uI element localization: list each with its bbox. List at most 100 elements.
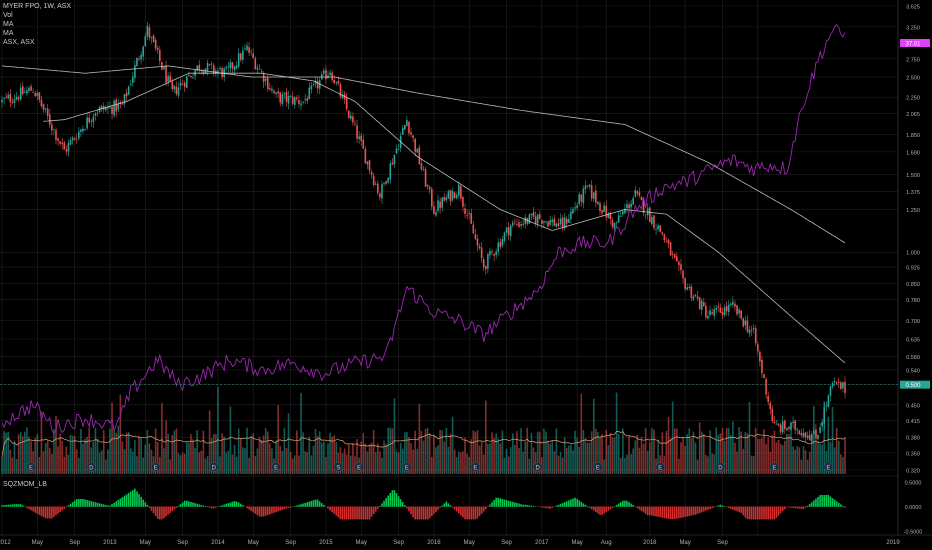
osc-bar <box>723 506 726 507</box>
osc-bar <box>256 506 259 516</box>
candle-body <box>698 297 701 309</box>
legend-title[interactable]: MYER FPO, 1W, ASX <box>3 3 72 10</box>
volume-bar <box>223 436 225 474</box>
osc-bar <box>528 505 531 507</box>
osc-bar <box>144 502 147 507</box>
osc-bar <box>790 506 792 508</box>
candle-body <box>599 203 601 211</box>
candle-body <box>171 81 174 90</box>
volume-bar <box>815 436 817 474</box>
osc-bar <box>293 506 296 507</box>
candle-body <box>264 78 267 81</box>
candle-body <box>352 116 354 123</box>
osc-bar <box>194 503 196 507</box>
candle-body <box>663 234 666 241</box>
candle-body <box>840 382 842 390</box>
compare-badge <box>900 39 930 47</box>
volume-bar <box>175 428 178 474</box>
candle-body <box>190 76 192 78</box>
legend-vol[interactable]: Vol <box>3 12 13 19</box>
osc-bar <box>102 504 105 507</box>
candle-body <box>212 65 215 73</box>
candle-body <box>169 75 171 82</box>
candle-body <box>565 218 568 224</box>
osc-bar <box>385 498 387 507</box>
osc-bar <box>489 504 491 507</box>
legend-ma-2[interactable]: MA <box>3 30 14 37</box>
osc-bar <box>688 506 691 517</box>
candle-body <box>825 405 828 407</box>
volume-bar <box>609 432 612 474</box>
osc-bar <box>561 503 564 507</box>
volume-bar <box>615 392 618 474</box>
osc-bar <box>308 501 311 507</box>
candle-body <box>547 221 549 227</box>
osc-bar <box>543 506 545 508</box>
moving-average-lines <box>1 65 846 364</box>
osc-bar <box>651 506 653 516</box>
legend-ma-1[interactable]: MA <box>3 21 14 28</box>
candle-body <box>806 435 809 439</box>
candle-body <box>152 35 155 42</box>
osc-bar <box>46 506 49 519</box>
osc-bar <box>495 497 497 507</box>
osc-bar <box>258 506 261 517</box>
candle-body <box>44 108 47 110</box>
osc-bar <box>433 506 435 514</box>
candle-body <box>337 80 340 84</box>
volume-bar <box>439 430 441 474</box>
osc-bar <box>690 506 693 516</box>
candle-body <box>414 138 416 152</box>
volume-bar <box>119 394 122 474</box>
volume-bar <box>480 441 483 474</box>
candle-body <box>661 232 664 235</box>
candle-body <box>642 199 645 214</box>
candle-body <box>657 225 659 230</box>
candle-body <box>570 211 572 219</box>
volume-bar <box>177 453 180 474</box>
osc-bar <box>568 500 570 507</box>
legend-compare[interactable]: ASX, ASX <box>3 39 35 46</box>
candle-body <box>364 148 367 164</box>
osc-bar <box>246 506 248 509</box>
volume-bar <box>395 451 398 474</box>
volume-bar <box>694 442 697 474</box>
volume-bar <box>813 406 815 474</box>
osc-bar <box>667 506 670 519</box>
volume-bar <box>115 432 117 474</box>
candle-body <box>638 192 641 196</box>
volume-bar <box>711 453 713 474</box>
volume-bar <box>146 430 149 474</box>
candle-body <box>744 320 747 326</box>
osc-bar <box>802 506 805 510</box>
price-tick-label: 0.925 <box>906 266 920 272</box>
time-tick-label: 2012 <box>0 540 11 546</box>
volume-bar <box>435 447 437 474</box>
osc-bar <box>343 506 346 520</box>
volume-bar <box>7 431 10 474</box>
oscillator-legend[interactable]: SQZMOM_LB <box>3 481 47 488</box>
osc-bar <box>642 506 645 513</box>
osc-bar <box>32 506 34 512</box>
volume-bar <box>829 442 832 474</box>
candle-body <box>557 223 560 226</box>
volume-bar <box>285 448 288 474</box>
volume-bar <box>86 437 88 474</box>
osc-bar <box>51 506 53 519</box>
candle-body <box>179 82 182 86</box>
osc-bar <box>98 503 101 507</box>
osc-bar <box>509 501 512 507</box>
volume-bar <box>617 433 620 474</box>
volume-bar <box>129 448 132 474</box>
volume-bar <box>422 440 425 474</box>
osc-bar <box>464 506 466 520</box>
volume-bar <box>597 431 599 474</box>
candle-body <box>237 53 240 67</box>
volume-bar <box>59 433 61 474</box>
candle-body <box>636 191 639 194</box>
volume-bar <box>88 427 91 474</box>
event-label: E <box>154 465 158 471</box>
candle-body <box>605 205 608 218</box>
volume-bar <box>150 449 153 474</box>
